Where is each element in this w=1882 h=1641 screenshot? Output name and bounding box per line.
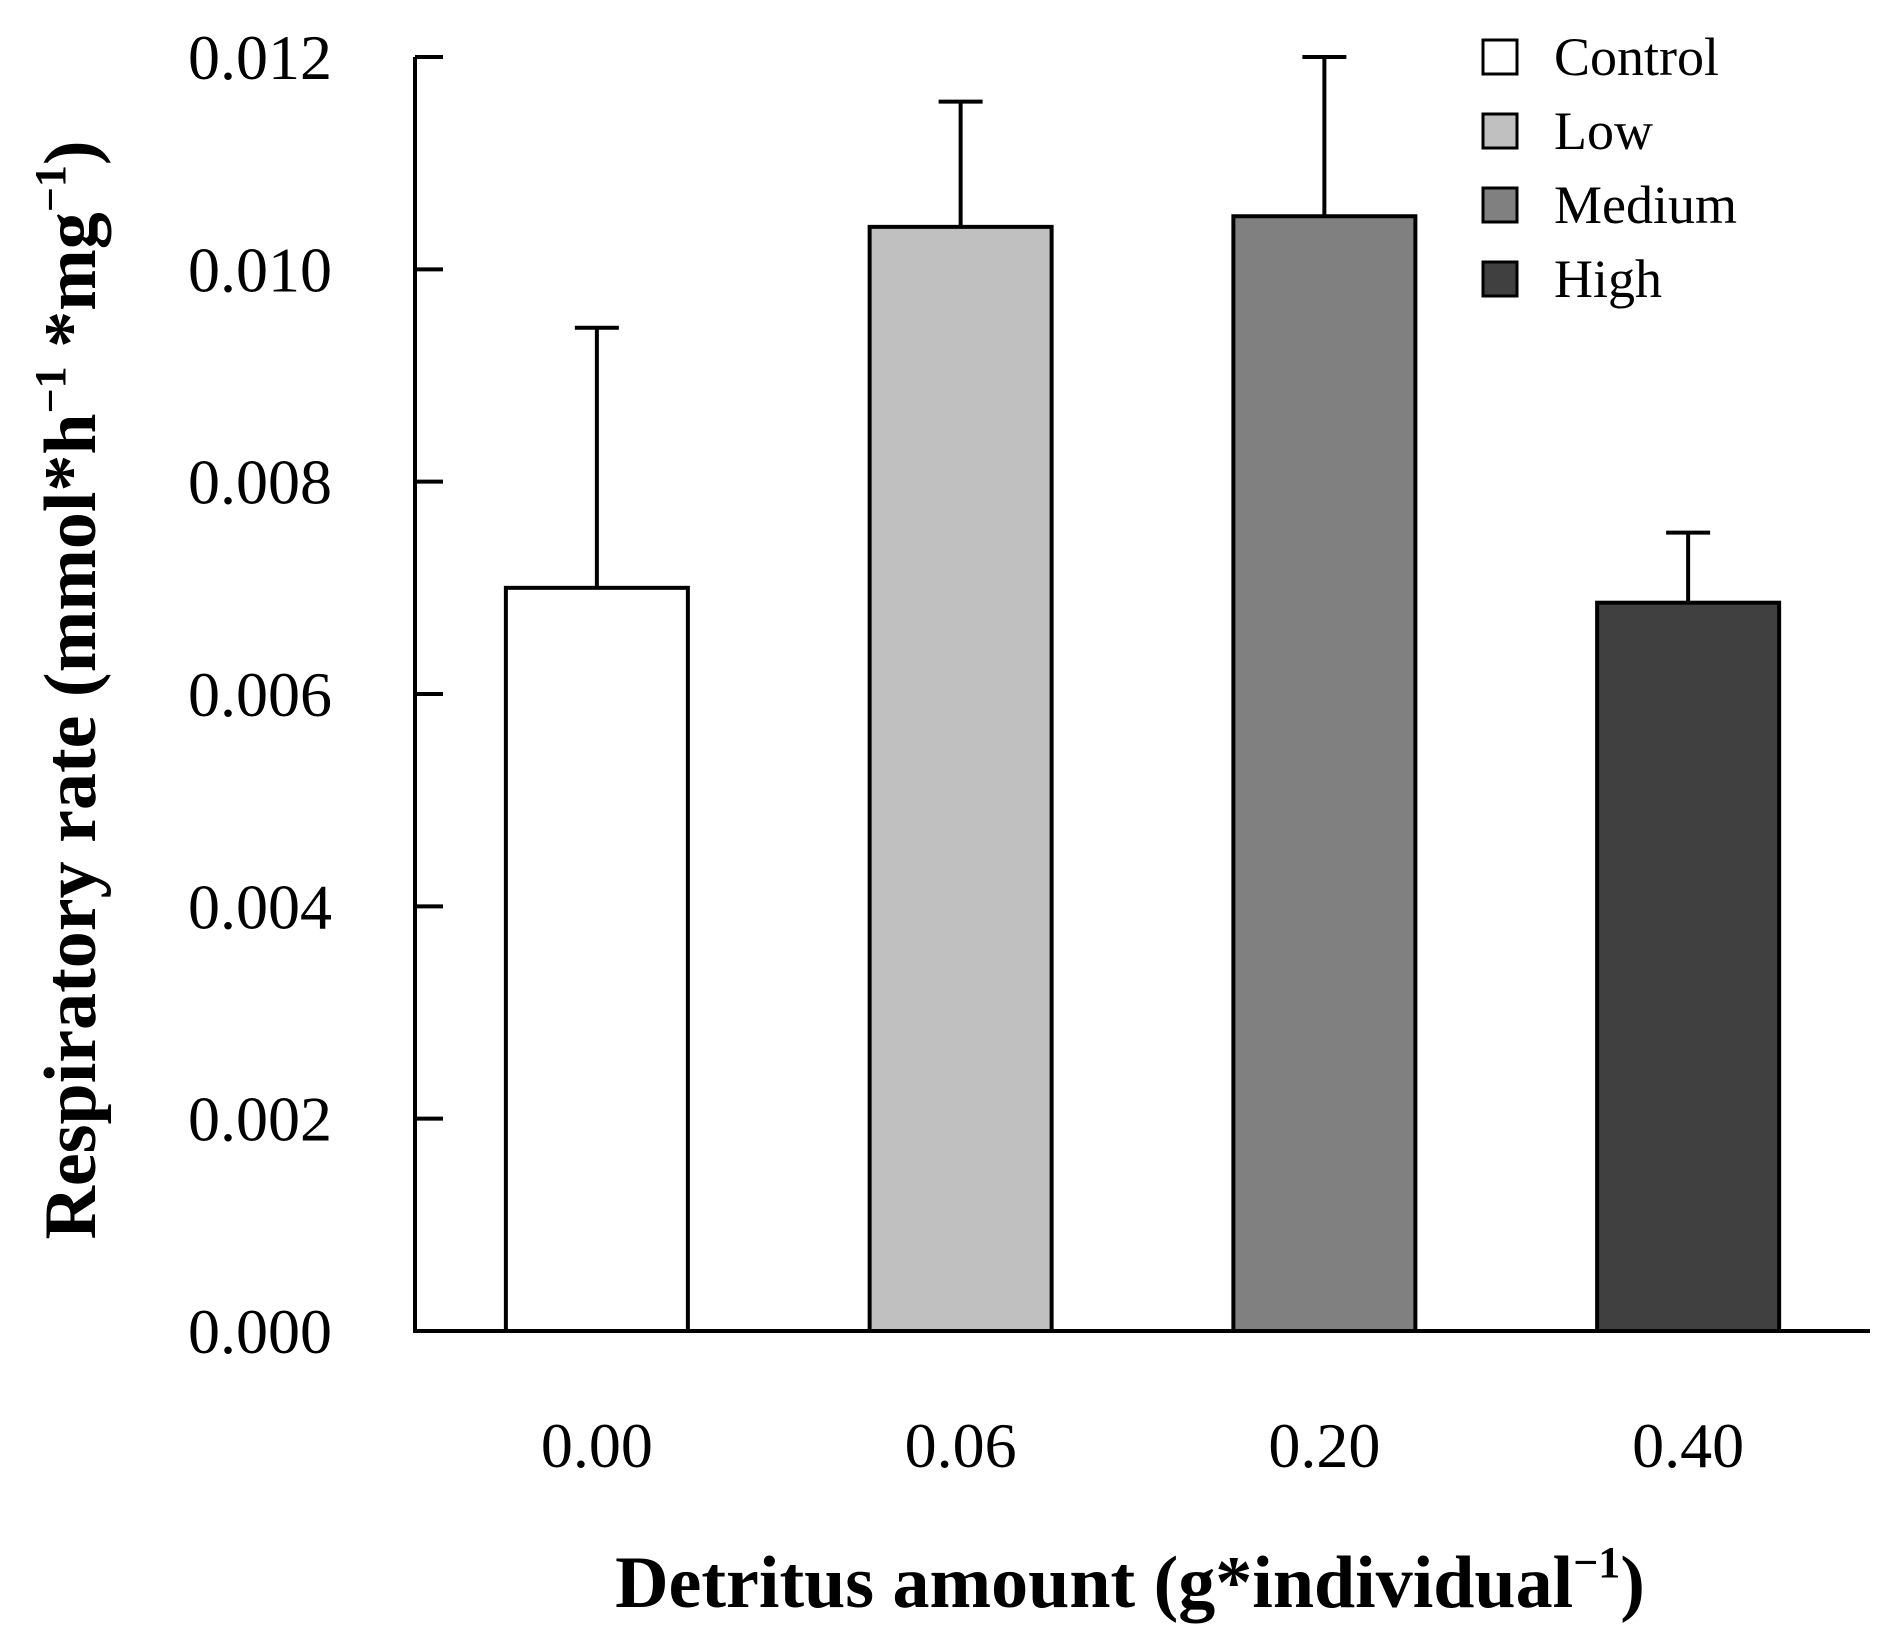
x-tick-label: 0.20 — [1268, 1410, 1380, 1481]
legend-label-high: High — [1554, 249, 1662, 309]
bar-medium — [1231, 214, 1418, 1333]
x-tick-label: 0.40 — [1632, 1410, 1744, 1481]
bar-control — [503, 585, 690, 1333]
x-tick-label: 0.06 — [905, 1410, 1017, 1481]
legend: Control Low Medium High — [1481, 27, 1737, 309]
legend-label-medium: Medium — [1554, 175, 1737, 235]
legend-label-low: Low — [1554, 101, 1653, 161]
y-tick-label: 0.004 — [188, 871, 332, 942]
y-tick-label: 0.002 — [188, 1084, 332, 1155]
legend-swatch-medium — [1481, 186, 1519, 224]
y-tick-label: 0.006 — [188, 659, 332, 730]
bar-high — [1595, 600, 1782, 1333]
y-axis-title: Respiratory rate (mmol*h−1 *mg−1) — [26, 140, 112, 1239]
x-axis-title: Detritus amount (g*individual−1) — [615, 1538, 1645, 1624]
y-tick-label: 0.010 — [188, 234, 332, 305]
bars — [503, 214, 1782, 1333]
x-tick-label: 0.00 — [541, 1410, 653, 1481]
error-bars — [574, 55, 1711, 603]
legend-swatch-control — [1481, 38, 1519, 76]
legend-swatch-high — [1481, 260, 1519, 298]
legend-swatch-low — [1481, 112, 1519, 150]
y-tick-label: 0.012 — [188, 22, 332, 93]
y-tick-label: 0.000 — [188, 1296, 332, 1367]
y-tick-label: 0.008 — [188, 447, 332, 518]
y-axis: 0.000 0.002 0.004 0.006 0.008 0.010 0.012 — [188, 22, 443, 1367]
bar-low — [867, 224, 1054, 1333]
x-axis: 0.00 0.06 0.20 0.40 — [413, 1329, 1870, 1481]
legend-label-control: Control — [1554, 27, 1719, 87]
